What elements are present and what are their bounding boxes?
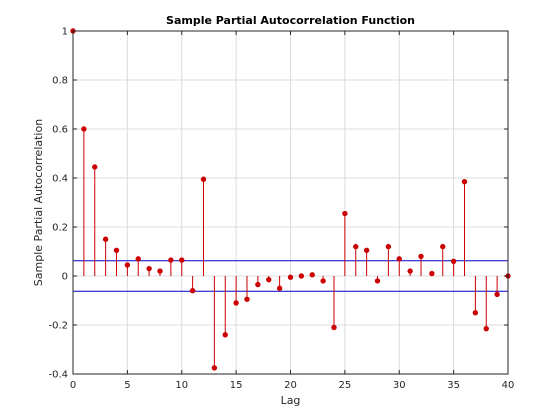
y-tick-label: 0.4 bbox=[52, 174, 68, 185]
stem-marker bbox=[396, 256, 402, 262]
x-tick-label: 15 bbox=[230, 380, 243, 391]
stem-marker bbox=[483, 325, 489, 332]
y-tick-label: 1 bbox=[62, 27, 68, 38]
stem-marker bbox=[407, 268, 413, 274]
stem-marker bbox=[450, 258, 457, 264]
stem-marker bbox=[276, 285, 283, 291]
x-tick-label: 25 bbox=[339, 380, 352, 391]
y-tick-label: -0.4 bbox=[48, 370, 68, 381]
y-axis-label: Sample Partial Autocorrelation bbox=[32, 119, 45, 286]
stem-marker bbox=[244, 296, 250, 302]
stem-marker bbox=[494, 291, 500, 298]
x-tick-label: 35 bbox=[447, 380, 460, 391]
stem-marker bbox=[429, 270, 435, 277]
stem-marker bbox=[472, 310, 479, 316]
stem-marker bbox=[320, 278, 326, 284]
stem-marker bbox=[211, 365, 218, 371]
stem-marker bbox=[255, 281, 261, 288]
x-tick-label: 20 bbox=[284, 380, 297, 391]
stem-marker bbox=[81, 126, 87, 132]
stem-marker bbox=[331, 324, 337, 331]
stem-marker bbox=[385, 243, 392, 250]
stem-marker bbox=[113, 247, 120, 253]
stem-marker bbox=[146, 265, 152, 272]
stem-marker bbox=[222, 332, 228, 338]
stem-marker bbox=[168, 257, 174, 263]
stem-marker bbox=[189, 288, 196, 294]
stem-marker bbox=[135, 256, 141, 262]
stem-marker bbox=[157, 268, 163, 274]
stem-marker bbox=[440, 243, 446, 250]
stem-marker bbox=[374, 278, 381, 284]
x-tick-label: 0 bbox=[70, 380, 76, 391]
y-tick-label: -0.2 bbox=[48, 321, 68, 332]
stem-marker bbox=[309, 272, 315, 278]
x-tick-label: 5 bbox=[124, 380, 130, 391]
confidence-bounds bbox=[73, 260, 508, 292]
x-tick-label: 10 bbox=[175, 380, 188, 391]
x-tick-label: 40 bbox=[502, 380, 515, 391]
stem-marker bbox=[287, 274, 294, 280]
stem-marker bbox=[179, 257, 185, 263]
stem-marker bbox=[298, 273, 305, 279]
y-tick-label: 0.6 bbox=[52, 125, 68, 136]
stem-marker bbox=[353, 243, 359, 250]
stem-marker bbox=[342, 210, 348, 217]
stem-marker bbox=[418, 253, 424, 260]
y-tick-label: 0.2 bbox=[52, 223, 68, 234]
y-tick-label: 0.8 bbox=[52, 76, 68, 87]
tick-layer: 0 5 10 15 20 25 30 35 40 -0.4 -0.2 0 0.2 0.4 0.6 0.8 1 bbox=[48, 27, 514, 392]
stem-marker bbox=[102, 236, 109, 242]
stem-marker bbox=[92, 164, 98, 170]
stem-marker bbox=[266, 276, 272, 283]
stem-marker bbox=[461, 178, 468, 185]
x-axis-label: Lag bbox=[281, 394, 301, 407]
stem-marker bbox=[124, 262, 131, 268]
stem-marker bbox=[363, 247, 370, 253]
x-tick-label: 30 bbox=[393, 380, 406, 391]
stem-marker bbox=[233, 300, 239, 306]
chart-title: Sample Partial Autocorrelation Function bbox=[166, 14, 415, 27]
stem-marker bbox=[200, 176, 207, 182]
y-tick-label: 0 bbox=[62, 272, 68, 283]
